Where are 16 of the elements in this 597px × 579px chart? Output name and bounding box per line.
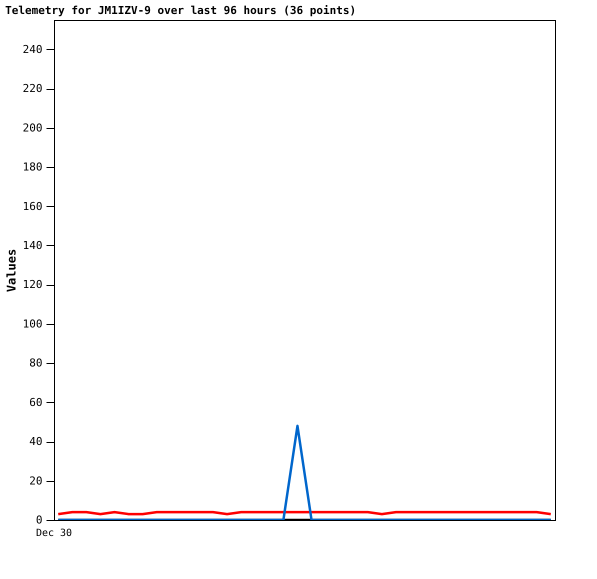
y-tick-label: 220 bbox=[22, 82, 42, 96]
y-tick-label: 80 bbox=[29, 356, 42, 370]
y-tick-label: 60 bbox=[29, 396, 42, 409]
y-axis-title: Values bbox=[4, 248, 19, 292]
y-tick-label: 40 bbox=[29, 435, 42, 448]
y-tick-label: 120 bbox=[22, 278, 42, 292]
y-tick-label: 200 bbox=[22, 121, 42, 134]
y-tick-label: 240 bbox=[22, 42, 42, 56]
y-tick-label: 100 bbox=[22, 317, 42, 330]
chart-title: Telemetry for JM1IZV-9 over last 96 hours (36 points) bbox=[5, 4, 356, 17]
y-tick-label: 160 bbox=[22, 200, 42, 213]
y-tick-label: 180 bbox=[22, 160, 42, 174]
y-tick-label: 140 bbox=[22, 238, 42, 252]
y-tick-label: 20 bbox=[29, 474, 42, 488]
y-tick-label: 0 bbox=[36, 514, 42, 526]
text: Dec 30 bbox=[36, 528, 72, 539]
